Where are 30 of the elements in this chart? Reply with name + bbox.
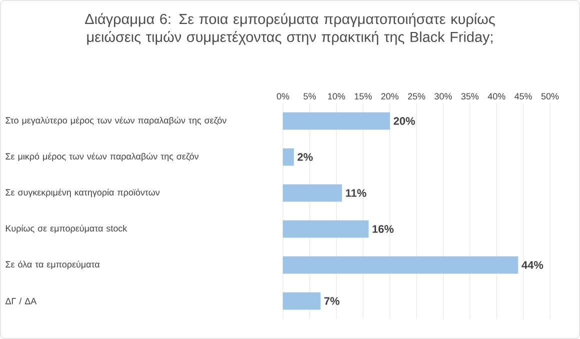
bar [282, 184, 342, 202]
y-tick-label: Σε συγκεκριμένη κατηγορία προϊόντων [6, 188, 160, 198]
x-tick-label: 20% [381, 93, 398, 100]
data-label: 44% [522, 261, 544, 269]
x-tick-label: 35% [461, 93, 479, 100]
x-tick-label: 30% [434, 93, 452, 100]
x-tick-label: 45% [514, 93, 532, 100]
data-label: 16% [372, 225, 394, 233]
bar [282, 148, 294, 166]
bar [282, 256, 518, 274]
data-label: 2% [298, 153, 313, 161]
bar [282, 292, 321, 310]
y-tick-label: Σε όλα τα εμπορεύματα [6, 260, 100, 270]
data-label: 7% [324, 297, 340, 305]
bar [282, 112, 390, 130]
data-label: 20% [394, 117, 415, 125]
y-tick-label: Στο μεγαλύτερο μέρος των νέων παραλαβών της σεζόν [6, 116, 226, 126]
x-tick-label: 0% [276, 93, 290, 100]
data-label: 11% [346, 189, 366, 197]
x-tick-label: 10% [328, 93, 346, 100]
x-tick-label: 15% [354, 93, 372, 100]
y-tick-label: Σε μικρό μέρος των νέων παραλαβών της σεζόν [6, 152, 198, 162]
x-tick-label: 25% [408, 93, 426, 100]
x-tick-label: 5% [304, 93, 316, 100]
x-tick-label: 40% [488, 93, 506, 100]
y-tick-label: ΔΓ / ΔΑ [5, 298, 37, 304]
chart-title: Διάγραμμα 6: Σε ποια εμπορεύματα πραγματοποιήσατε κυρίως μειώσεις τιμών συμμετέχοντας στην πρακτική της Black Friday; [85, 13, 495, 45]
y-tick-label: Κυρίως σε εμπορεύματα stock [6, 224, 128, 234]
x-tick-label: 50% [541, 93, 559, 100]
bar [282, 220, 369, 238]
